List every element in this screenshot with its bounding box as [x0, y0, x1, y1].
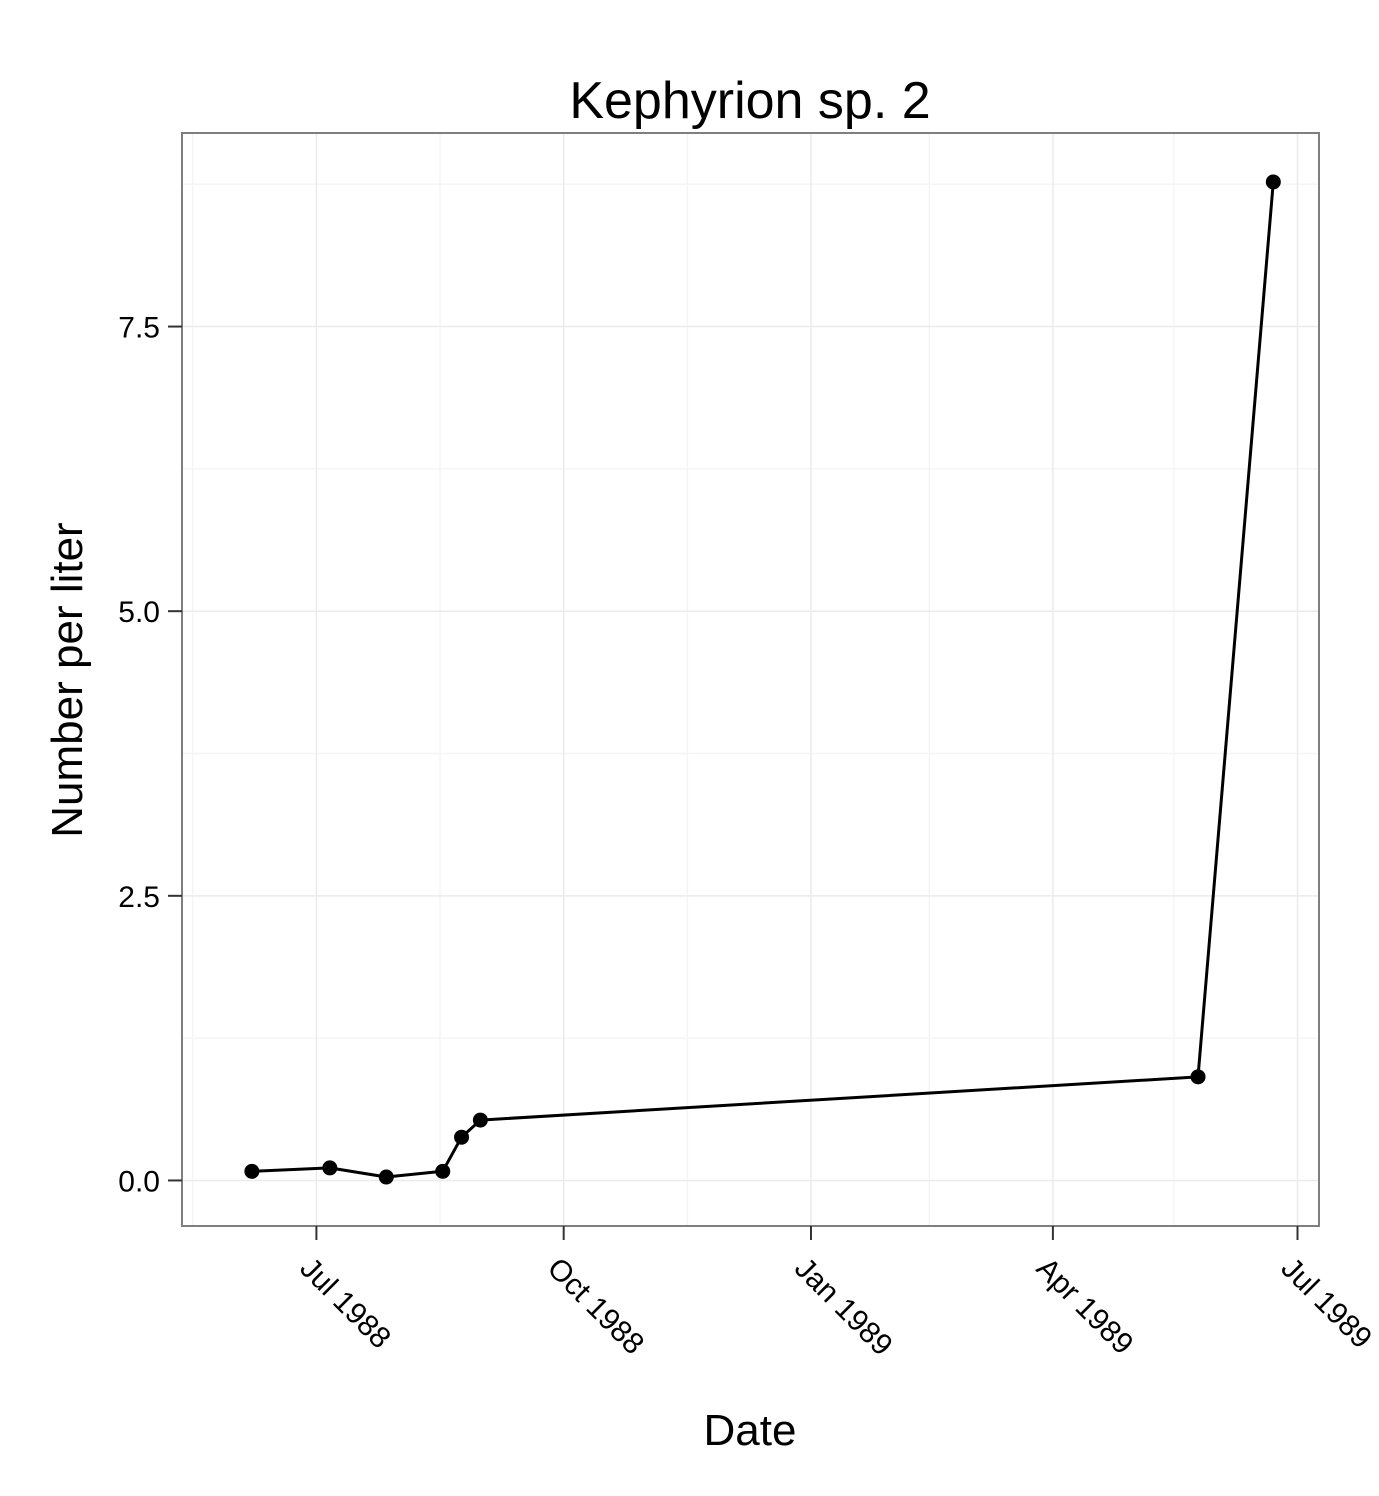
series-line: [251, 181, 1275, 1179]
x-tick-label: Jul 1988: [293, 1252, 397, 1356]
y-tick-label: 2.5: [118, 881, 160, 914]
grid-lines: [182, 133, 1319, 1226]
data-point: [1265, 174, 1281, 190]
data-point: [244, 1163, 260, 1179]
plot-panel: [181, 132, 1320, 1227]
x-tick-label: Jul 1989: [1275, 1252, 1379, 1356]
x-axis-title: Date: [704, 1406, 797, 1455]
chart-title: Kephyrion sp. 2: [569, 72, 930, 130]
data-point: [454, 1129, 470, 1145]
x-tick-label: Jan 1989: [788, 1252, 899, 1363]
data-point: [435, 1163, 451, 1179]
data-point: [322, 1160, 338, 1176]
data-point: [472, 1112, 488, 1128]
x-tick-label: Oct 1988: [541, 1252, 650, 1361]
y-tick-label: 7.5: [118, 312, 160, 345]
data-series: [244, 174, 1281, 1185]
y-axis-title: Number per liter: [43, 522, 92, 837]
y-tick-label: 0.0: [118, 1165, 160, 1198]
y-tick-label: 5.0: [118, 596, 160, 629]
data-point: [1190, 1069, 1206, 1085]
data-point: [378, 1169, 394, 1185]
x-tick-label: Apr 1989: [1030, 1252, 1139, 1361]
